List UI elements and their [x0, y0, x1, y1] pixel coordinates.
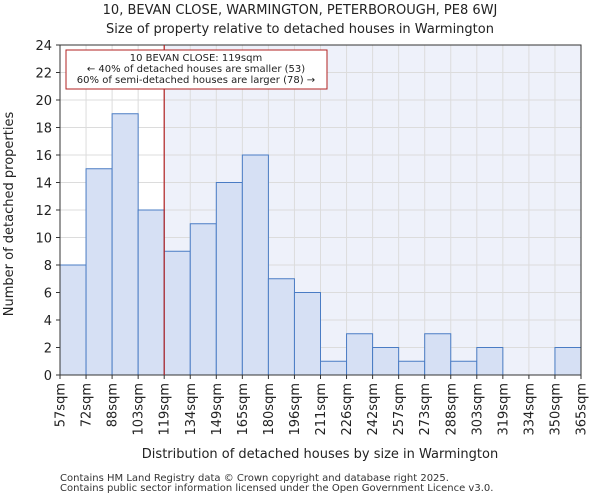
bar-211sqm	[320, 360, 348, 376]
bar-165sqm	[241, 154, 269, 376]
bar-303sqm	[476, 347, 504, 376]
bar-257sqm	[398, 360, 426, 376]
y-tick-label: 24	[35, 39, 52, 54]
bar-288sqm	[450, 360, 478, 376]
bar-series	[59, 113, 582, 376]
x-tick-label: 365sqm	[575, 383, 590, 436]
x-tick-label: 119sqm	[158, 383, 173, 436]
annotation-border	[65, 49, 328, 90]
annotation-smaller: ← 40% of detached houses are smaller (53…	[87, 64, 305, 75]
footer-line-2: Contains public sector information licen…	[60, 483, 494, 494]
y-tick-label: 20	[35, 94, 52, 109]
bar-196sqm	[293, 292, 322, 376]
y-tick-label: 16	[35, 149, 52, 164]
y-tick-label: 10	[35, 232, 52, 247]
x-tick-label: 211sqm	[314, 383, 329, 436]
y-tick-label: 22	[35, 67, 52, 82]
bar-57sqm	[59, 264, 87, 376]
y-axis-label: Number of detached properties	[2, 112, 17, 317]
x-tick-label: 242sqm	[366, 383, 381, 436]
x-tick-label: 57sqm	[54, 383, 69, 427]
bar-149sqm	[215, 182, 243, 376]
bar-72sqm	[85, 168, 113, 376]
x-tick-label: 319sqm	[496, 383, 511, 436]
bar-88sqm	[111, 113, 139, 376]
y-tick-label: 18	[35, 122, 52, 137]
chart-title: 10, BEVAN CLOSE, WARMINGTON, PETERBOROUG…	[103, 3, 498, 18]
bar-350sqm	[554, 347, 582, 376]
bar-242sqm	[372, 347, 400, 376]
x-tick-label: 334sqm	[522, 383, 537, 436]
y-tick-label: 4	[44, 314, 52, 329]
x-axis-label: Distribution of detached houses by size …	[142, 447, 498, 462]
annotation-larger: 60% of semi-detached houses are larger (…	[77, 75, 315, 86]
bar-103sqm	[137, 209, 165, 376]
annotation-title: 10 BEVAN CLOSE: 119sqm	[130, 53, 262, 64]
y-tick-label: 6	[44, 287, 52, 302]
chart-subtitle: Size of property relative to detached ho…	[106, 22, 494, 37]
x-tick-label: 72sqm	[80, 383, 95, 427]
x-tick-label: 303sqm	[470, 383, 485, 436]
x-tick-label: 196sqm	[288, 383, 303, 436]
y-tick-label: 2	[44, 342, 52, 357]
x-tick-label: 134sqm	[184, 383, 199, 436]
x-tick-label: 257sqm	[392, 383, 407, 436]
annotation-box: 10 BEVAN CLOSE: 119sqm ← 40% of detached…	[65, 49, 328, 90]
bar-119sqm	[163, 250, 191, 376]
y-tick-label: 12	[35, 204, 52, 219]
x-tick-label: 273sqm	[418, 383, 433, 436]
x-tick-label: 226sqm	[340, 383, 355, 436]
x-tick-label: 149sqm	[210, 383, 225, 436]
x-tick-label: 103sqm	[132, 383, 147, 436]
x-tick-label: 165sqm	[236, 383, 251, 436]
bar-180sqm	[267, 278, 295, 376]
bar-134sqm	[189, 223, 217, 376]
x-tick-label: 350sqm	[548, 383, 563, 436]
x-tick-label: 88sqm	[106, 383, 121, 427]
footer-line-1: Contains HM Land Registry data © Crown c…	[60, 473, 449, 484]
bar-273sqm	[424, 333, 452, 376]
y-tick-label: 14	[35, 177, 52, 192]
bar-226sqm	[346, 333, 374, 376]
x-tick-label: 180sqm	[262, 383, 277, 436]
y-tick-label: 8	[44, 259, 52, 274]
x-axis-ticks: 57sqm 72sqm 88sqm 103sqm 119sqm 134sqm 149sqm 1…	[54, 375, 590, 436]
x-tick-label: 288sqm	[444, 383, 459, 436]
y-tick-label: 0	[44, 369, 52, 384]
